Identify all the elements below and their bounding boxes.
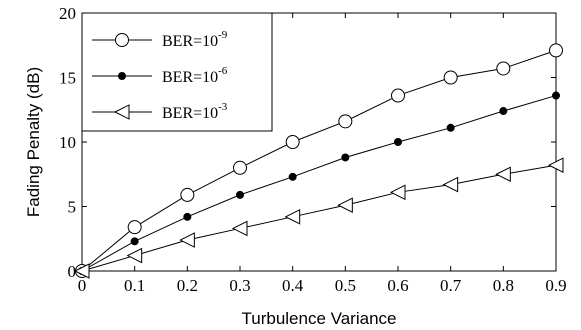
data-point	[446, 123, 455, 132]
data-point	[118, 72, 126, 80]
data-point	[394, 138, 402, 146]
data-point	[180, 187, 195, 202]
legend-item: BER=10-3	[92, 101, 228, 122]
data-point	[236, 190, 244, 199]
plot-area: 0 0.1 0.2 0.3 0.4 0.5 0.6 0.7 0.8 0.9 0 5 10 15 20 BE…	[59, 4, 567, 295]
data-point	[389, 184, 406, 201]
data-point	[391, 88, 405, 103]
data-point	[126, 247, 143, 264]
series-line	[81, 95, 557, 272]
data-point	[73, 263, 90, 279]
legend-label-exponent: -3	[218, 101, 228, 113]
legend-label: BER=10-6	[162, 65, 228, 86]
data-point	[127, 220, 142, 235]
data-point	[552, 91, 560, 100]
x-axis: 0 0.1 0.2 0.3 0.4 0.5 0.6 0.7 0.8 0.9	[78, 13, 567, 295]
data-point	[496, 61, 511, 76]
series-line	[81, 164, 557, 272]
data-point	[285, 135, 300, 149]
x-tick-label: 0.1	[124, 276, 145, 295]
legend-label-base: BER=10	[162, 69, 218, 86]
legend-label: BER=10-9	[162, 29, 228, 50]
data-point	[231, 220, 248, 237]
legend-label-base: BER=10	[162, 33, 218, 50]
series-0	[75, 43, 563, 278]
data-point	[183, 212, 192, 221]
series-1	[78, 91, 560, 275]
data-point	[288, 172, 297, 181]
x-tick-label: 0	[78, 276, 87, 295]
legend-label: BER=10-3	[162, 101, 228, 122]
x-tick-label: 0.3	[229, 276, 250, 295]
x-tick-label: 0.4	[282, 276, 304, 295]
data-point	[442, 176, 459, 193]
y-tick-label: 15	[59, 69, 76, 88]
legend-label-exponent: -6	[218, 65, 228, 77]
y-tick-label: 10	[59, 133, 76, 152]
data-point	[338, 114, 353, 129]
y-tick-label: 20	[59, 4, 76, 23]
data-point	[233, 160, 247, 175]
data-point	[284, 209, 301, 225]
y-axis-label: Fading Penalty (dB)	[24, 67, 43, 217]
data-point	[549, 43, 563, 58]
legend-label-base: BER=10	[162, 105, 218, 122]
y-tick-label: 0	[68, 262, 77, 281]
x-tick-label: 0.6	[387, 276, 408, 295]
series-line	[81, 49, 557, 272]
data-point	[499, 107, 508, 116]
x-axis-label: Turbulence Variance	[242, 309, 397, 328]
data-point	[130, 237, 139, 246]
legend-item: BER=10-9	[92, 29, 228, 50]
series-layer	[73, 43, 564, 279]
y-tick-label: 5	[68, 198, 77, 217]
x-tick-label: 0.9	[545, 276, 566, 295]
legend-label-exponent: -9	[218, 29, 228, 41]
legend-box	[81, 12, 273, 132]
data-point	[341, 153, 350, 162]
x-tick-label: 0.5	[335, 276, 356, 295]
data-point	[547, 157, 564, 174]
series-2	[73, 157, 564, 279]
x-tick-label: 0.8	[493, 276, 514, 295]
data-point	[115, 33, 129, 47]
data-point	[495, 166, 511, 183]
data-point	[337, 197, 353, 214]
x-tick-label: 0.2	[177, 276, 198, 295]
x-tick-label: 0.7	[440, 276, 462, 295]
data-point	[443, 70, 458, 85]
legend-item: BER=10-6	[92, 65, 228, 86]
y-axis: 0 5 10 15 20	[59, 4, 556, 281]
data-point	[179, 232, 195, 248]
data-point	[113, 104, 130, 120]
